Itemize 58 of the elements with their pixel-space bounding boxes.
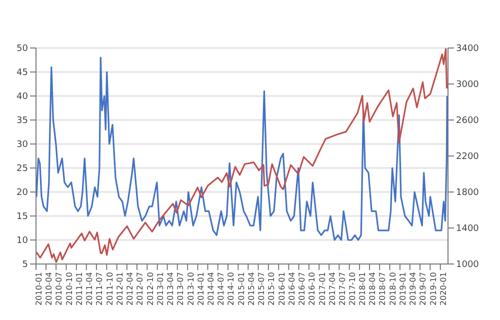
x-tick-label: 2015-10 — [267, 272, 276, 306]
x-tick-label: 2019-01 — [398, 272, 408, 306]
x-tick-label: 2018-04 — [368, 272, 378, 306]
x-tick-label: 2011-01 — [75, 272, 84, 306]
y2-tick-label: 3000 — [456, 80, 480, 90]
y-tick-label: 20 — [16, 188, 28, 198]
y-tick-label: 25 — [16, 164, 28, 174]
y2-tick-label: 2200 — [456, 152, 480, 162]
y2-tick-label: 2600 — [456, 116, 480, 126]
x-tick-label: 2019-07 — [418, 272, 428, 306]
x-tick-label: 2015-04 — [246, 272, 256, 306]
x-tick-label: 2013-04 — [166, 272, 175, 306]
x-tick-label: 2013-10 — [186, 272, 196, 306]
x-tick-label: 2014-01 — [196, 272, 206, 306]
y2-tick-label: 1800 — [456, 188, 480, 198]
x-tick-label: 2018-10 — [388, 272, 398, 306]
y2-tick-label: 1000 — [456, 260, 480, 270]
x-tick-label: 2010-07 — [54, 272, 64, 306]
x-tick-label: 2015-01 — [236, 272, 246, 306]
x-tick-label: 2011-10 — [105, 272, 114, 306]
x-tick-label: 2011-07 — [95, 272, 104, 306]
x-tick-label: 2011-04 — [85, 272, 94, 306]
x-tick-label: 2012-10 — [146, 272, 155, 306]
x-tick-label: 2019-10 — [428, 272, 438, 306]
y-tick-label: 40 — [16, 92, 28, 102]
x-tick-label: 2013-01 — [156, 272, 166, 306]
y2-tick-label: 3400 — [456, 44, 480, 54]
y-tick-label: 35 — [16, 116, 28, 126]
x-tick-label: 2016-01 — [277, 272, 286, 306]
y2-tick-label: 1400 — [456, 224, 480, 234]
x-tick-label: 2016-07 — [297, 272, 306, 306]
x-tick-label: 2014-07 — [216, 272, 226, 306]
x-tick-label: 2017-04 — [328, 272, 337, 306]
x-tick-label: 2015-07 — [256, 272, 266, 306]
x-tick-label: 2010-01 — [34, 272, 44, 306]
y-tick-label: 50 — [16, 44, 28, 54]
x-tick-label: 2016-04 — [287, 272, 296, 306]
x-tick-label: 2017-10 — [348, 272, 358, 306]
x-tick-label: 2013-07 — [176, 272, 186, 306]
x-tick-label: 2016-10 — [308, 272, 317, 306]
y-tick-label: 30 — [16, 140, 28, 150]
x-tick-label: 2014-10 — [226, 272, 236, 306]
x-tick-label: 2010-04 — [44, 272, 54, 306]
y-tick-label: 10 — [16, 236, 28, 246]
x-tick-label: 2018-01 — [358, 272, 368, 306]
x-tick-label: 2012-07 — [136, 272, 145, 306]
x-tick-label: 2019-04 — [408, 272, 418, 306]
x-tick-label: 2012-01 — [116, 272, 125, 306]
x-tick-label: 2010-10 — [64, 272, 74, 306]
x-tick-label: 2017-07 — [338, 272, 347, 306]
x-tick-label: 2012-04 — [126, 272, 135, 306]
y-tick-label: 45 — [16, 68, 28, 78]
y-tick-label: 15 — [16, 212, 28, 222]
y-tick-label: 5 — [22, 260, 28, 270]
x-tick-label: 2017-01 — [318, 272, 327, 306]
x-tick-label: 2014-04 — [206, 272, 216, 306]
x-tick-label: 2018-07 — [378, 272, 388, 306]
x-tick-label: 2020-01 — [439, 272, 448, 306]
